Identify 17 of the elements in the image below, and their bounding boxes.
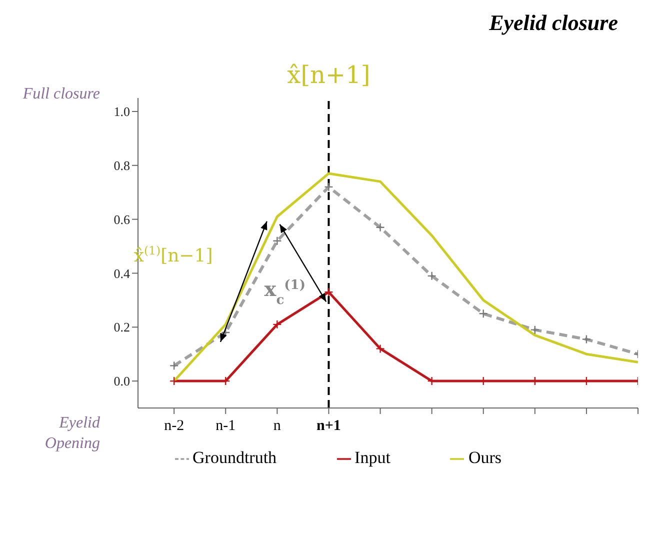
y-tick-label: 0.4 — [114, 266, 130, 281]
ref-line-label: x̂[n+1] — [287, 61, 370, 89]
text: Eyelid Opening — [44, 414, 101, 452]
y-tick-label: 0.0 — [114, 374, 130, 389]
y-tick-label: 0.8 — [114, 158, 130, 174]
x-tick-label: n-2 — [164, 418, 184, 434]
x-tick-label: n — [273, 418, 282, 434]
x-tick-label: n+1 — [316, 418, 341, 434]
y-tick-label: 1.0 — [114, 104, 130, 120]
y-tick-label: 0.2 — [114, 320, 130, 335]
x-tick-label: n-1 — [216, 418, 236, 434]
chart-title: Eyelid closure — [489, 10, 618, 36]
legend-label: Groundtruth — [192, 448, 277, 467]
legend-label: Input — [354, 448, 390, 467]
legend-label: Ours — [468, 448, 502, 467]
y-tick-label: 0.6 — [114, 212, 130, 227]
text: Full closure — [22, 85, 100, 102]
